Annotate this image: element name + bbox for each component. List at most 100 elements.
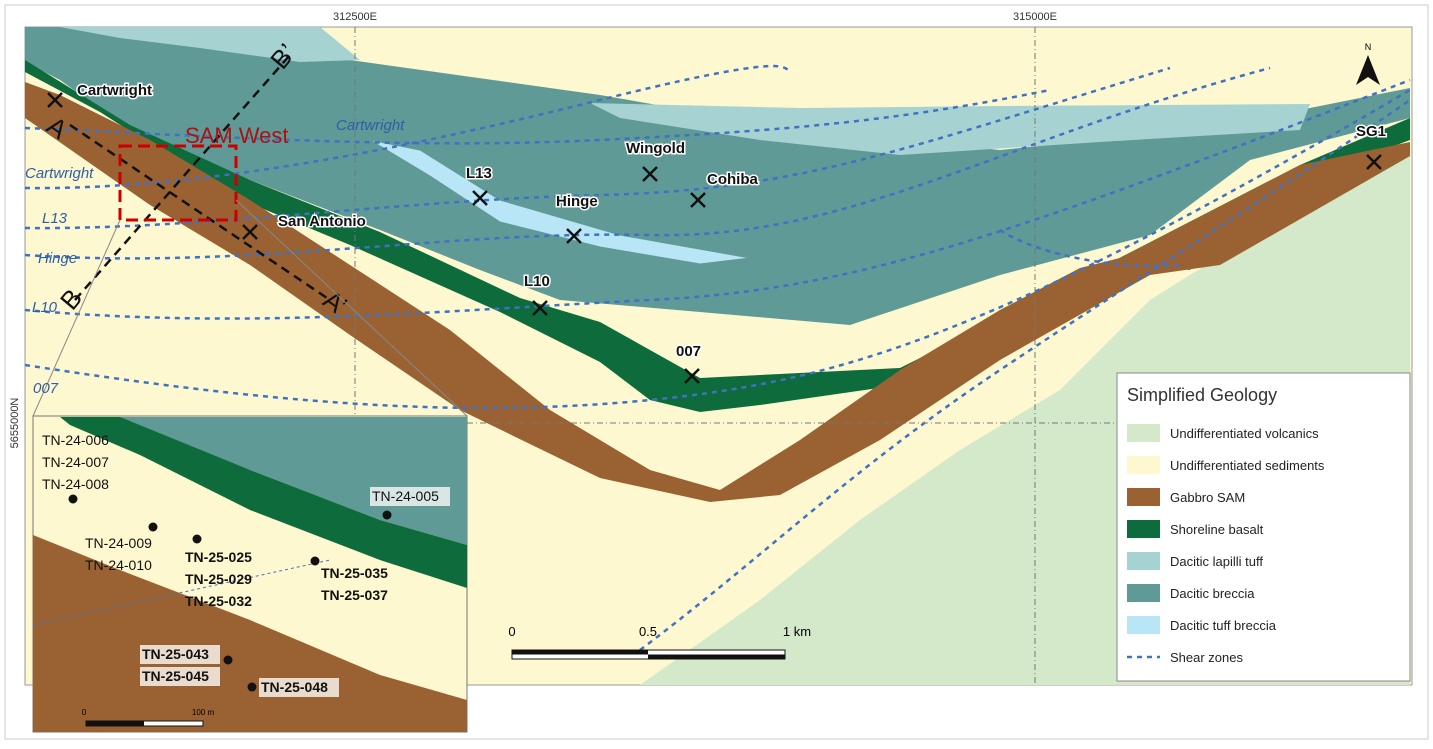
drill-hole-label: TN-25-029 <box>185 571 252 587</box>
legend-swatch <box>1127 616 1160 634</box>
north-arrow <box>1356 55 1380 85</box>
drill-hole-label: TN-25-045 <box>142 668 209 684</box>
northing-label: 5655000N <box>9 398 21 449</box>
drill-hole-label: TN-24-008 <box>42 476 109 492</box>
mine-icon <box>642 166 658 182</box>
legend-swatch <box>1127 488 1160 506</box>
shear-label: L10 <box>32 299 58 316</box>
drill-hole-label: TN-25-035 <box>321 565 388 581</box>
legend-title: Simplified Geology <box>1127 385 1277 405</box>
shear-zone <box>639 98 1411 651</box>
mine-label: SG1 <box>1356 123 1386 140</box>
legend <box>1116 372 1411 682</box>
mine-label: L13 <box>466 165 492 182</box>
shear-zone <box>24 88 1051 145</box>
drill-hole-label: TN-24-006 <box>42 432 109 448</box>
section-line <box>69 123 331 302</box>
label-bg <box>140 667 220 686</box>
legend-label: Dacitic lapilli tuff <box>1170 554 1263 569</box>
easting-label: 315000E <box>1013 11 1057 23</box>
shear-label: 007 <box>33 380 59 397</box>
shear-zone <box>24 78 1411 320</box>
mine-label: Cartwright <box>77 82 152 99</box>
legend-label: Dacitic tuff breccia <box>1170 618 1277 633</box>
legend-label: Shoreline basalt <box>1170 522 1264 537</box>
drill-hole <box>223 655 233 665</box>
tuff-breccia-unit <box>369 139 751 265</box>
lapilli-tuff-unit <box>590 103 1310 155</box>
breccia-unit <box>25 27 1410 325</box>
shear-zone <box>24 66 1271 260</box>
legend-label: Gabbro SAM <box>1170 490 1245 505</box>
legend-label: Dacitic breccia <box>1170 586 1255 601</box>
zoom-line <box>32 219 121 417</box>
drill-hole-label: TN-25-043 <box>142 646 209 662</box>
drill-hole <box>382 510 392 520</box>
inset-basalt <box>60 417 467 588</box>
easting-label: 312500E <box>333 11 377 23</box>
drill-hole <box>68 494 78 504</box>
drill-hole <box>310 556 320 566</box>
legend-swatch <box>1127 456 1160 474</box>
drill-hole-label: TN-24-010 <box>85 557 152 573</box>
mine-icon <box>566 228 582 244</box>
inset: TN-24-006 TN-24-007 TN-24-008 TN-24-005 TN-2… <box>32 415 468 733</box>
scale-label: 0.5 <box>639 624 657 639</box>
drill-hole-label: TN-24-005 <box>372 488 439 504</box>
inset-scale-label: 0 <box>82 708 87 717</box>
scale-bar <box>648 654 785 659</box>
drill-hole <box>247 682 257 692</box>
mine-label: Cohiba <box>707 171 758 188</box>
mine-icons <box>47 92 1382 384</box>
legend-label: Undifferentiated sediments <box>1170 458 1325 473</box>
inset-scale-bar <box>86 721 144 726</box>
shear-label: Cartwright <box>336 117 405 134</box>
focus-label: SAM West <box>185 123 289 148</box>
shear-zone <box>24 64 791 190</box>
mine-icon <box>684 368 700 384</box>
zoom-line <box>235 199 468 417</box>
legend-items: Undifferentiated volcanics Undifferentiat… <box>1127 424 1325 665</box>
shear-label: Hinge <box>38 250 77 267</box>
label-bg <box>140 645 220 664</box>
drill-hole-label: TN-25-037 <box>321 587 388 603</box>
drill-hole <box>148 522 158 532</box>
shear-label: Cartwright <box>25 165 94 182</box>
drill-hole-label: TN-24-007 <box>42 454 109 470</box>
focus-box <box>118 144 238 222</box>
mine-icon <box>242 224 258 240</box>
legend-swatch <box>1127 520 1160 538</box>
legend-label: Undifferentiated volcanics <box>1170 426 1319 441</box>
scale-bar <box>512 650 648 655</box>
shear-label: L13 <box>42 210 68 227</box>
mine-label: Hinge <box>556 193 598 210</box>
mine-label: L10 <box>524 273 550 290</box>
inset-scale-label: 100 m <box>192 708 215 717</box>
shear-zones <box>24 64 1411 651</box>
section-line <box>74 54 291 301</box>
lapilli-tuff-unit <box>60 27 360 62</box>
mine-icon <box>472 190 488 206</box>
scale-label: 0 <box>508 624 515 639</box>
mine-label: 007 <box>676 343 701 360</box>
mine-icon <box>47 92 63 108</box>
scale-label: 1 km <box>783 624 811 639</box>
legend-swatch <box>1127 584 1160 602</box>
shear-zone <box>999 228 1181 267</box>
north-label: N <box>1365 42 1372 52</box>
mine-icon <box>690 192 706 208</box>
legend-swatch <box>1127 552 1160 570</box>
inset-shear-zone <box>32 559 331 626</box>
mine-icon <box>532 300 548 316</box>
drill-hole <box>192 534 202 544</box>
mine-icon <box>1366 154 1382 170</box>
legend-swatch <box>1127 424 1160 442</box>
legend-label: Shear zones <box>1170 650 1243 665</box>
inset-breccia <box>120 417 467 545</box>
label-bg <box>259 678 339 697</box>
drill-holes: TN-24-006 TN-24-007 TN-24-008 TN-24-005 TN-2… <box>42 432 450 697</box>
mine-label: Wingold <box>626 140 685 157</box>
label-bg <box>370 487 450 506</box>
drill-hole-label: TN-24-009 <box>85 535 152 551</box>
